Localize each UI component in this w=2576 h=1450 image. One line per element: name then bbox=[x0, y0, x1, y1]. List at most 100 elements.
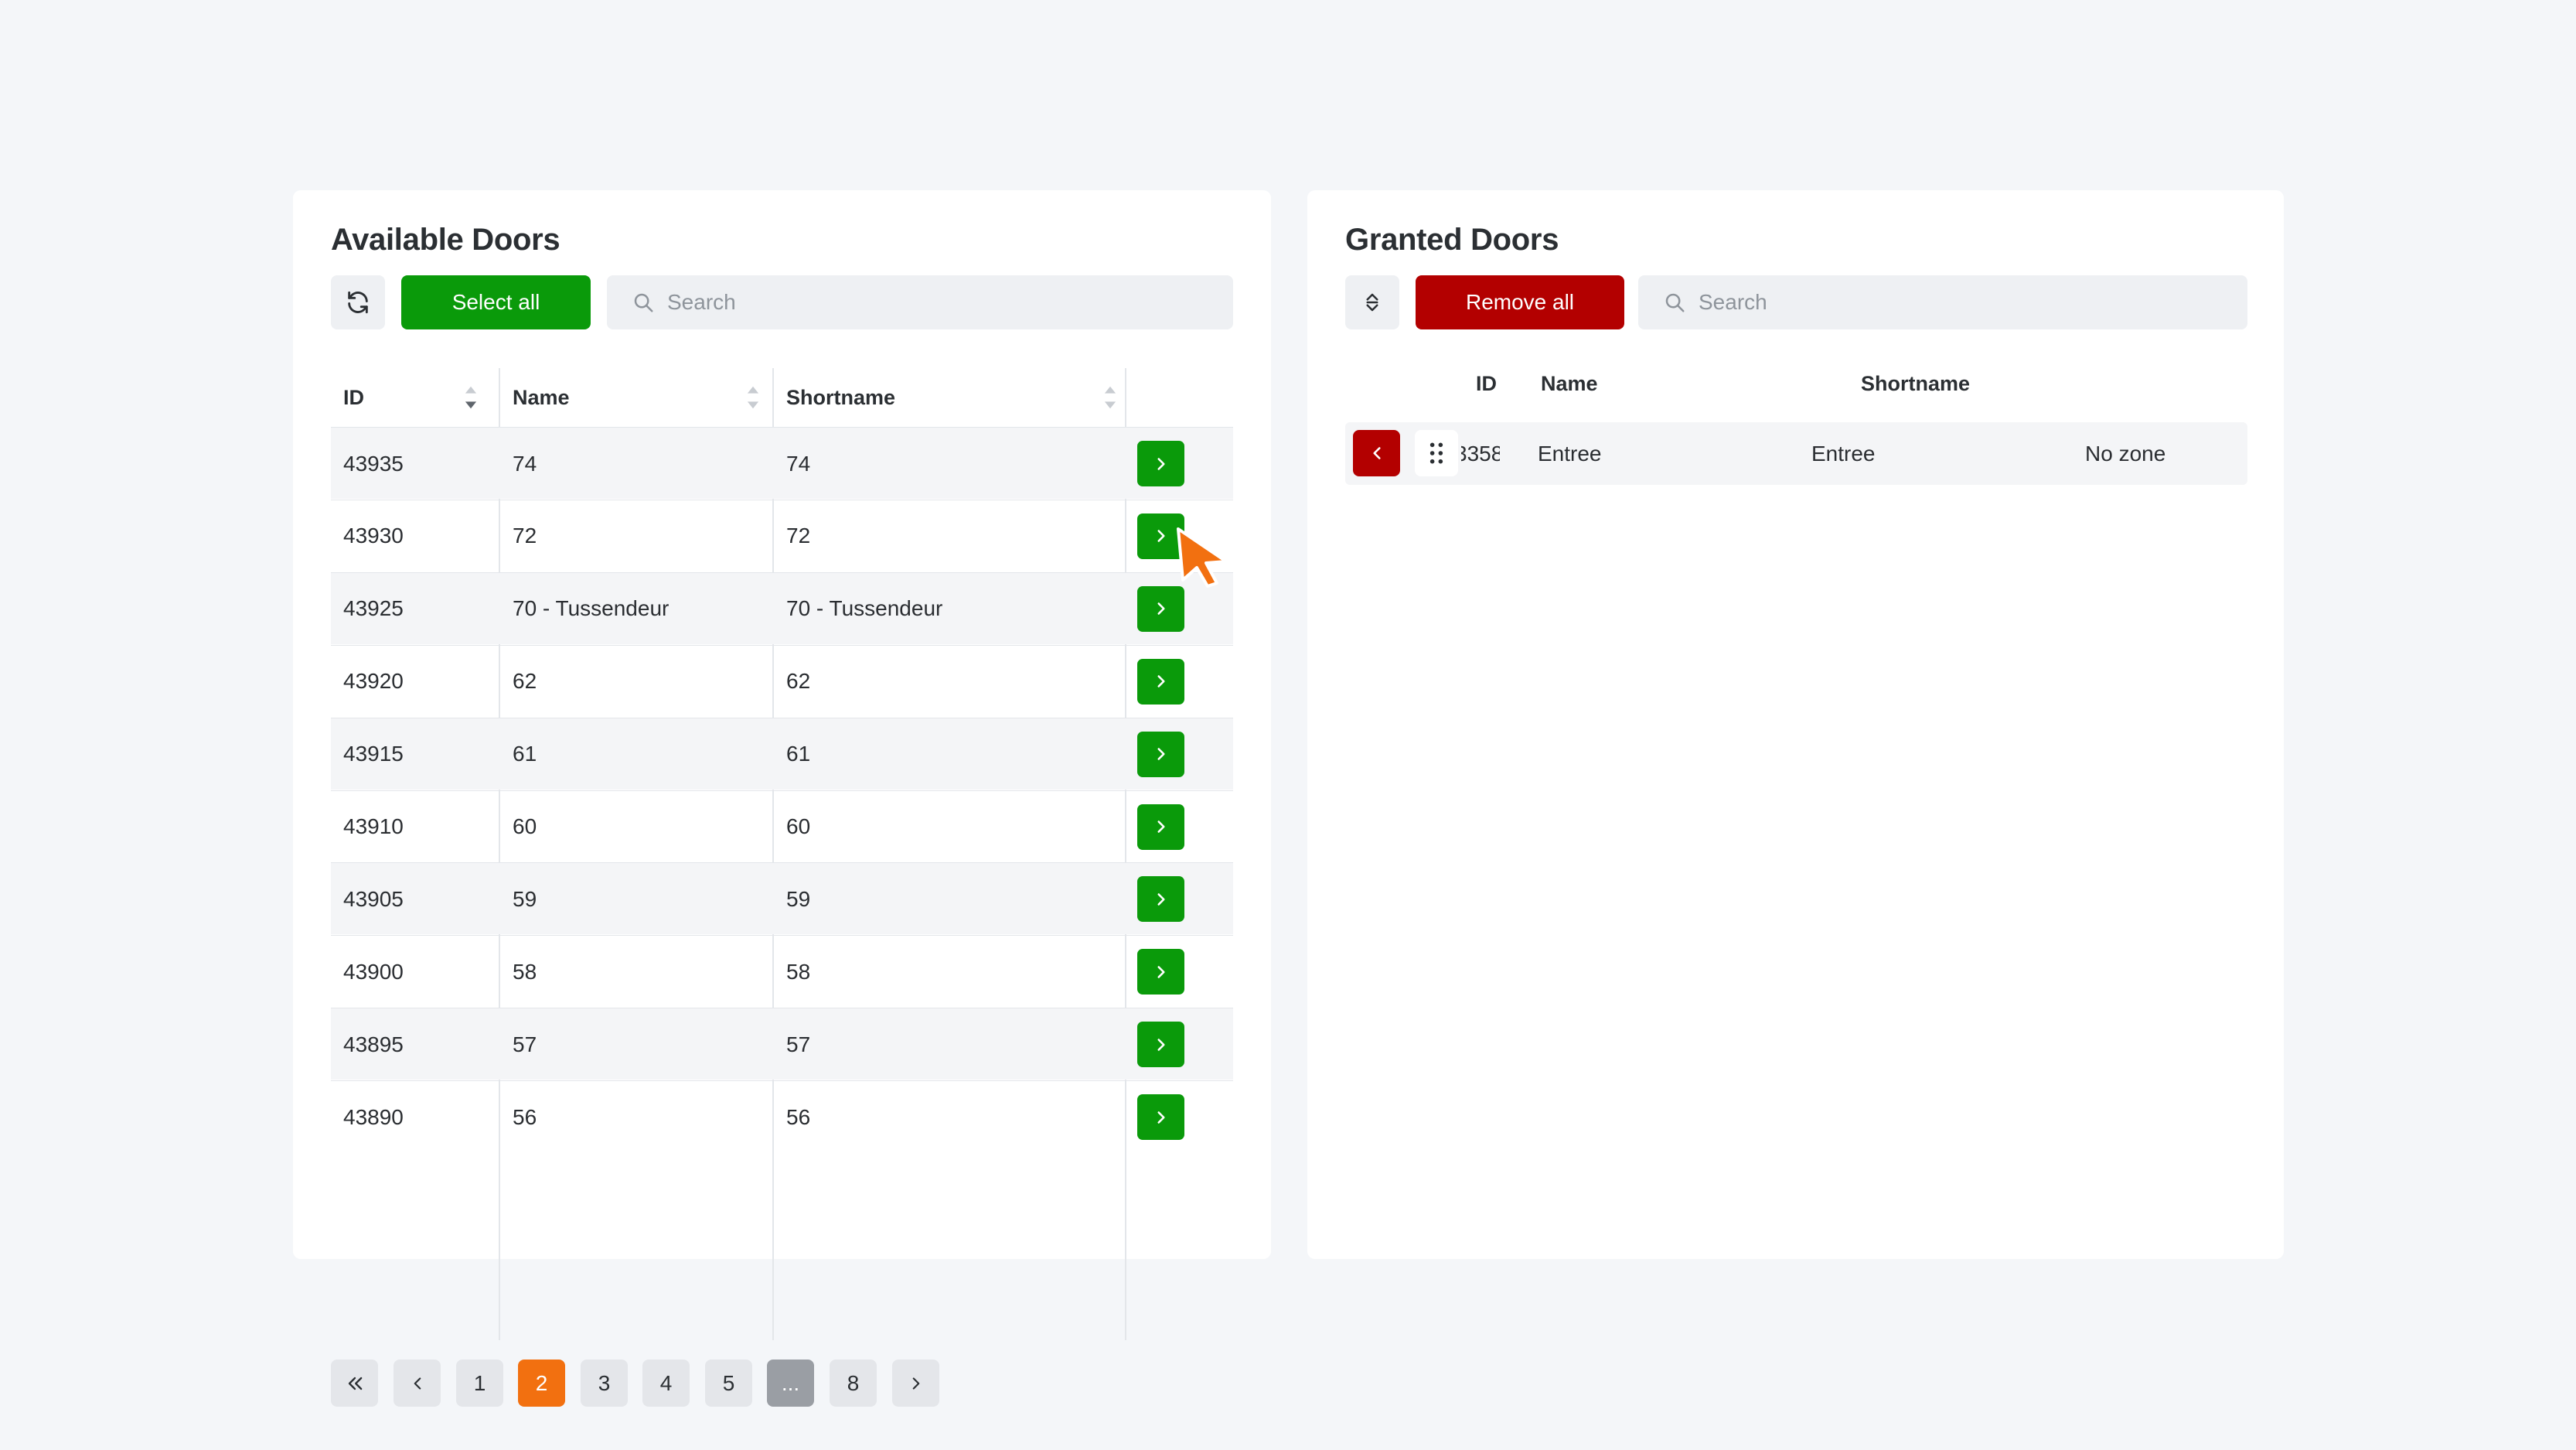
cell-name: 59 bbox=[513, 886, 537, 911]
cell-zone: No zone bbox=[2085, 441, 2166, 466]
refresh-icon bbox=[348, 291, 368, 314]
cell-id: 43935 bbox=[343, 451, 404, 476]
table-row: 43900 58 58 bbox=[331, 935, 1233, 1007]
grant-door-button[interactable] bbox=[1137, 513, 1184, 559]
column-header-id[interactable]: ID bbox=[343, 368, 498, 427]
available-search[interactable] bbox=[607, 275, 1233, 329]
search-icon bbox=[634, 293, 653, 312]
cell-name: 58 bbox=[513, 959, 537, 984]
cursor-icon bbox=[1177, 527, 1228, 588]
panel-title: Granted Doors bbox=[1345, 223, 1559, 257]
table-header: ID Name Shortname bbox=[331, 368, 1233, 427]
column-header-shortname[interactable]: Shortname bbox=[786, 368, 1126, 427]
column-header-id[interactable]: ID bbox=[1476, 372, 1497, 395]
cell-id: 43930 bbox=[343, 524, 404, 548]
remove-door-button[interactable] bbox=[1353, 430, 1400, 476]
chevron-left-icon bbox=[1372, 447, 1381, 459]
chevron-right-icon bbox=[1157, 457, 1165, 470]
cell-id: 43900 bbox=[343, 959, 404, 984]
grant-door-button[interactable] bbox=[1137, 585, 1184, 632]
cell-name: 72 bbox=[513, 524, 537, 548]
table-row: 43895 57 57 bbox=[331, 1008, 1233, 1080]
chevron-right-icon bbox=[1157, 1038, 1165, 1051]
drag-handle-icon bbox=[1429, 442, 1443, 464]
cell-id: 43895 bbox=[343, 1032, 404, 1056]
chevron-right-icon bbox=[1157, 748, 1165, 760]
cell-name: 62 bbox=[513, 669, 537, 694]
cell-shortname: 72 bbox=[786, 524, 811, 548]
cell-name: 74 bbox=[513, 451, 537, 476]
table-row: 43890 56 56 bbox=[331, 1080, 1233, 1152]
page-button[interactable]: 5 bbox=[705, 1360, 752, 1407]
double-chevron-left-icon bbox=[348, 1377, 362, 1390]
cell-shortname: 56 bbox=[786, 1104, 811, 1129]
chevron-right-icon bbox=[1157, 675, 1165, 687]
chevron-right-icon bbox=[1157, 530, 1165, 543]
grant-door-button[interactable] bbox=[1137, 658, 1184, 705]
table-row: 43930 72 72 bbox=[331, 499, 1233, 571]
column-header-shortname[interactable]: Shortname bbox=[1861, 372, 1971, 395]
page-button[interactable]: 4 bbox=[642, 1360, 690, 1407]
cell-shortname: 61 bbox=[786, 742, 811, 766]
granted-search[interactable] bbox=[1638, 275, 2247, 329]
select-all-button[interactable]: Select all bbox=[401, 275, 591, 329]
cell-shortname: 57 bbox=[786, 1032, 811, 1056]
page-button[interactable]: 3 bbox=[581, 1360, 628, 1407]
cell-name: 70 - Tussendeur bbox=[513, 596, 670, 621]
refresh-button[interactable] bbox=[331, 275, 385, 329]
grant-door-button[interactable] bbox=[1137, 803, 1184, 850]
column-divider bbox=[499, 368, 500, 1340]
table-row: 43905 59 59 bbox=[331, 862, 1233, 935]
column-header-name[interactable]: Name bbox=[1541, 372, 1598, 395]
page-button[interactable]: 1 bbox=[456, 1360, 503, 1407]
grant-door-button[interactable] bbox=[1137, 876, 1184, 923]
table-row: 43925 70 - Tussendeur 70 - Tussendeur bbox=[331, 571, 1233, 644]
drag-handle[interactable] bbox=[1415, 430, 1458, 476]
next-page-button[interactable] bbox=[892, 1360, 939, 1407]
remove-all-button[interactable]: Remove all bbox=[1416, 275, 1624, 329]
search-input[interactable] bbox=[1697, 289, 2164, 316]
prev-page-button[interactable] bbox=[394, 1360, 441, 1407]
column-divider bbox=[772, 368, 774, 1340]
chevron-right-icon bbox=[1157, 1111, 1165, 1124]
table-row: 43935 74 74 bbox=[331, 427, 1233, 499]
table-row: 43910 60 60 bbox=[331, 790, 1233, 862]
chevron-right-icon bbox=[1157, 965, 1165, 978]
cell-shortname: 70 - Tussendeur bbox=[786, 596, 943, 621]
cell-name: 61 bbox=[513, 742, 537, 766]
grant-door-button[interactable] bbox=[1137, 1094, 1184, 1141]
chevron-right-icon bbox=[1157, 893, 1165, 906]
cell-id: 43915 bbox=[343, 742, 404, 766]
page-button[interactable]: 8 bbox=[830, 1360, 877, 1407]
cell-shortname: Entree bbox=[1811, 441, 1876, 466]
cell-name: 56 bbox=[513, 1104, 537, 1129]
chevron-right-icon bbox=[1157, 602, 1165, 616]
chevron-left-icon bbox=[414, 1377, 421, 1390]
column-header-name[interactable]: Name bbox=[513, 368, 768, 427]
chevron-right-icon bbox=[1157, 821, 1165, 833]
cell-id: 43920 bbox=[343, 669, 404, 694]
panel-title: Available Doors bbox=[331, 223, 561, 257]
grant-door-button[interactable] bbox=[1137, 731, 1184, 777]
column-divider bbox=[1125, 368, 1126, 1340]
cell-id: 43890 bbox=[343, 1104, 404, 1129]
cell-id: 43910 bbox=[343, 814, 404, 838]
page-button-active[interactable]: 2 bbox=[518, 1360, 565, 1407]
table-row: 43915 61 61 bbox=[331, 717, 1233, 790]
grant-door-button[interactable] bbox=[1137, 441, 1184, 486]
grant-door-button[interactable] bbox=[1137, 1022, 1184, 1068]
page-ellipsis[interactable]: ... bbox=[767, 1360, 814, 1407]
cell-name: 57 bbox=[513, 1032, 537, 1056]
cell-shortname: 59 bbox=[786, 886, 811, 911]
table-row: 43920 62 62 bbox=[331, 644, 1233, 717]
search-input[interactable] bbox=[666, 289, 1133, 316]
first-page-button[interactable] bbox=[331, 1360, 378, 1407]
sort-icon bbox=[1104, 386, 1116, 409]
grant-door-button[interactable] bbox=[1137, 949, 1184, 995]
sort-icon bbox=[747, 386, 759, 409]
sort-toggle-button[interactable] bbox=[1345, 275, 1399, 329]
chevron-right-icon bbox=[912, 1377, 919, 1390]
cell-shortname: 74 bbox=[786, 451, 811, 476]
cell-shortname: 60 bbox=[786, 814, 811, 838]
cell-id: 43925 bbox=[343, 596, 404, 621]
